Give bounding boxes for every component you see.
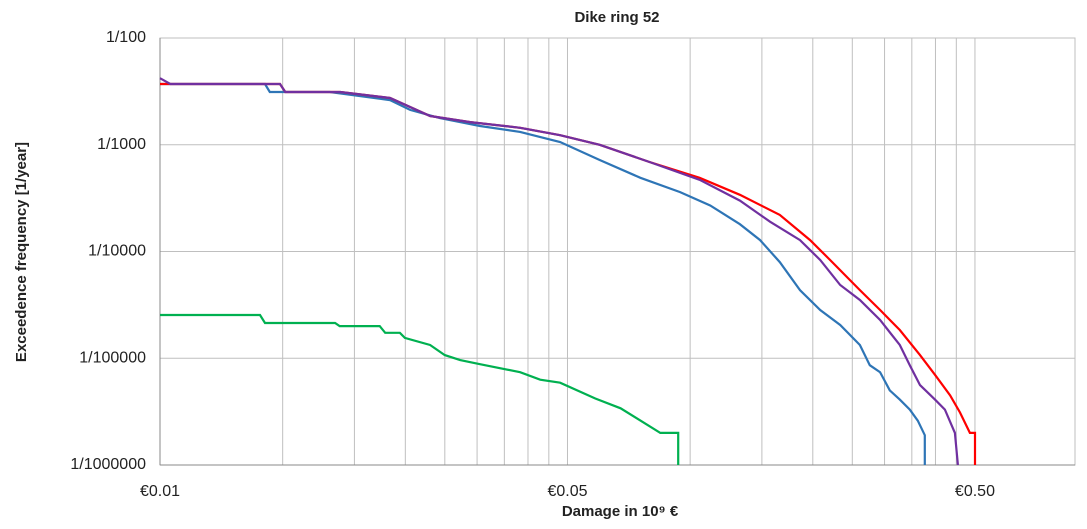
x-tick-label: €0.05 — [547, 483, 587, 500]
y-tick-label: 1/100 — [106, 29, 146, 46]
x-tick-label: €0.01 — [140, 483, 180, 500]
series-line — [160, 313, 680, 465]
y-axis-label: Exceedence frequency [1/year] — [13, 142, 30, 362]
y-tick-label: 1/100000 — [79, 349, 146, 366]
series-line — [159, 77, 959, 466]
y-tick-label: 1/10000 — [88, 243, 146, 260]
y-tick-label: 1/1000 — [97, 136, 146, 153]
series-line — [160, 82, 926, 465]
x-axis-label: Damage in 10⁹ € — [562, 503, 679, 520]
chart-title: Dike ring 52 — [574, 9, 659, 26]
x-tick-label: €0.50 — [955, 483, 995, 500]
y-tick-label: 1/1000000 — [70, 456, 146, 473]
